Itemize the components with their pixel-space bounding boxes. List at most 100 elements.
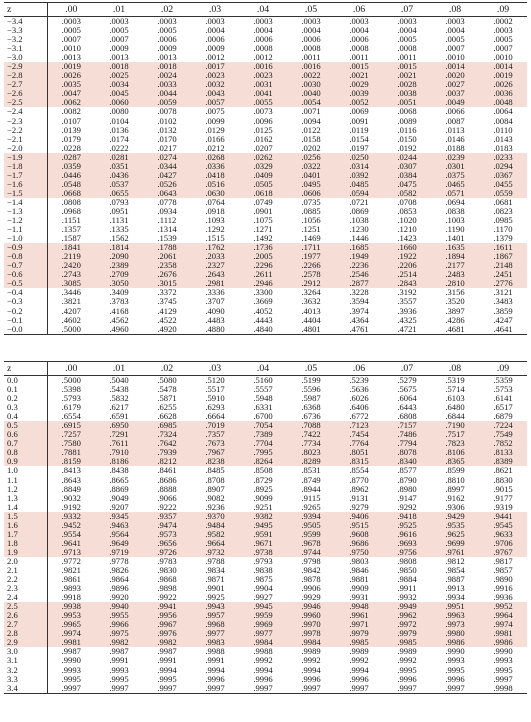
probability-cell: .2611 bbox=[239, 270, 287, 280]
probability-cell: .9192 bbox=[61, 502, 81, 512]
probability-cell: .9989 bbox=[301, 647, 321, 657]
table-row: −0.1 .4602 .4562 .4522 .4483 .4443 .4404 .4364.… bbox=[4, 315, 527, 325]
probability-cell: .0228 bbox=[61, 143, 81, 153]
probability-cell: .0764 bbox=[205, 197, 225, 207]
probability-cell: .0007 bbox=[109, 35, 129, 45]
probability-cell: .0116 bbox=[397, 125, 417, 135]
probability-cell: .1292 bbox=[205, 225, 225, 235]
probability-cell: .9955 bbox=[95, 611, 143, 621]
probability-cell: .0329 bbox=[239, 161, 287, 171]
probability-cell: .3483 bbox=[493, 297, 513, 307]
probability-cell: .0107 bbox=[61, 116, 81, 126]
z-value-cell: 2.9 bbox=[4, 638, 48, 648]
probability-cell: .0110 bbox=[493, 125, 513, 135]
z-value-cell: −3.1 bbox=[4, 44, 48, 54]
probability-cell: .9997 bbox=[301, 683, 321, 693]
probability-cell: .9382 bbox=[239, 511, 287, 521]
z-value-cell: −1.3 bbox=[4, 206, 48, 217]
probability-cell: .6844 bbox=[445, 412, 465, 422]
probability-cell: .0197 bbox=[349, 143, 369, 153]
probability-cell: .9973 bbox=[431, 620, 479, 630]
z-value-cell: −2.4 bbox=[4, 107, 48, 117]
probability-cell: .8907 bbox=[205, 484, 225, 494]
z-value-cell: 3.0 bbox=[4, 647, 48, 657]
probability-cell: .7257 bbox=[47, 430, 95, 440]
probability-cell: .9115 bbox=[301, 493, 321, 503]
probability-cell: .8686 bbox=[157, 475, 177, 485]
probability-cell: .9964 bbox=[479, 611, 527, 621]
probability-cell: .0013 bbox=[61, 53, 81, 63]
probability-cell: .9875 bbox=[253, 575, 273, 585]
probability-cell: .0003 bbox=[493, 26, 513, 36]
probability-cell: .1685 bbox=[335, 243, 383, 253]
z-value-cell: −1.8 bbox=[4, 161, 48, 171]
probability-cell: .0007 bbox=[493, 44, 513, 54]
probability-cell: .0778 bbox=[157, 197, 177, 207]
probability-cell: .9868 bbox=[157, 575, 177, 585]
table-row: −1.6.0548.0537.0526.0516.0505.0495.0485.… bbox=[4, 179, 527, 189]
probability-cell: .0367 bbox=[479, 170, 527, 180]
probability-cell: .9972 bbox=[383, 620, 431, 630]
probability-cell: .0901 bbox=[253, 206, 273, 216]
z-value-cell: 2.6 bbox=[4, 611, 48, 621]
probability-cell: .3446 bbox=[61, 288, 81, 298]
probability-cell: .0162 bbox=[253, 134, 273, 144]
probability-cell: .8944 bbox=[301, 484, 321, 494]
probability-cell: .0287 bbox=[47, 152, 95, 162]
probability-cell: .9778 bbox=[109, 556, 129, 566]
z-value-cell: −2.9 bbox=[4, 62, 48, 72]
probability-cell: .0630 bbox=[191, 188, 239, 198]
probability-cell: .9878 bbox=[301, 575, 321, 585]
probability-cell: .9582 bbox=[191, 529, 239, 539]
probability-cell: .7517 bbox=[431, 430, 479, 440]
probability-cell: .2236 bbox=[335, 261, 383, 271]
z-value-cell: −0.8 bbox=[4, 252, 48, 262]
probability-cell: .9976 bbox=[143, 629, 191, 639]
probability-cell: .3974 bbox=[349, 306, 369, 316]
probability-cell: .0018 bbox=[95, 62, 143, 72]
probability-cell: .9920 bbox=[109, 593, 129, 603]
probability-cell: .0838 bbox=[445, 206, 465, 216]
table-row: 1.8.9641.9649.9656.9664.9671.9678.9686.9… bbox=[4, 538, 527, 548]
z-value-cell: 0.1 bbox=[4, 385, 48, 395]
probability-cell: .5636 bbox=[349, 385, 369, 395]
probability-cell: .2578 bbox=[287, 270, 335, 280]
probability-cell: .9984 bbox=[287, 638, 335, 648]
probability-cell: .0119 bbox=[349, 125, 369, 135]
probability-cell: .0008 bbox=[301, 44, 321, 54]
table-row: −0.2 .4207 .4168 .4129 .4090 .4052 .4013 .3974.… bbox=[4, 306, 527, 316]
probability-cell: .9671 bbox=[239, 538, 287, 548]
probability-cell: .8289 bbox=[287, 457, 335, 467]
probability-cell: .9953 bbox=[47, 611, 95, 621]
header-col: .08 bbox=[431, 361, 479, 376]
probability-cell: .1660 bbox=[383, 243, 431, 253]
probability-cell: .2546 bbox=[335, 270, 383, 280]
probability-cell: .9608 bbox=[335, 529, 383, 539]
probability-cell: .7486 bbox=[383, 430, 431, 440]
probability-cell: .0314 bbox=[335, 161, 383, 171]
probability-cell: .7794 bbox=[383, 439, 431, 449]
probability-cell: .4522 bbox=[157, 315, 177, 325]
probability-cell: .0217 bbox=[157, 143, 177, 153]
probability-cell: .0793 bbox=[109, 197, 129, 207]
probability-cell: .9207 bbox=[109, 502, 129, 512]
probability-cell: .5910 bbox=[205, 394, 225, 404]
probability-cell: .0078 bbox=[157, 107, 177, 117]
probability-cell: .0091 bbox=[349, 116, 369, 126]
probability-cell: .9545 bbox=[479, 520, 527, 530]
probability-cell: .0004 bbox=[349, 26, 369, 36]
z-value-cell: −1.1 bbox=[4, 225, 48, 235]
probability-cell: .0808 bbox=[61, 197, 81, 207]
table-row: 2.7.9965.9966.9967.9968.9969.9970.9971.9… bbox=[4, 620, 527, 630]
probability-cell: .9750 bbox=[335, 547, 383, 557]
probability-cell: .0002 bbox=[493, 16, 513, 26]
probability-cell: .9994 bbox=[301, 665, 321, 675]
probability-cell: .9099 bbox=[253, 493, 273, 503]
probability-cell: .3745 bbox=[157, 297, 177, 307]
probability-cell: .3936 bbox=[397, 306, 417, 316]
probability-cell: .9997 bbox=[493, 674, 513, 684]
probability-cell: .5478 bbox=[157, 385, 177, 395]
probability-cell: .8888 bbox=[157, 484, 177, 494]
table-row: 1.9.9713.9719.9726.9732.9738.9744.9750.9… bbox=[4, 547, 527, 557]
probability-cell: .0087 bbox=[445, 116, 465, 126]
